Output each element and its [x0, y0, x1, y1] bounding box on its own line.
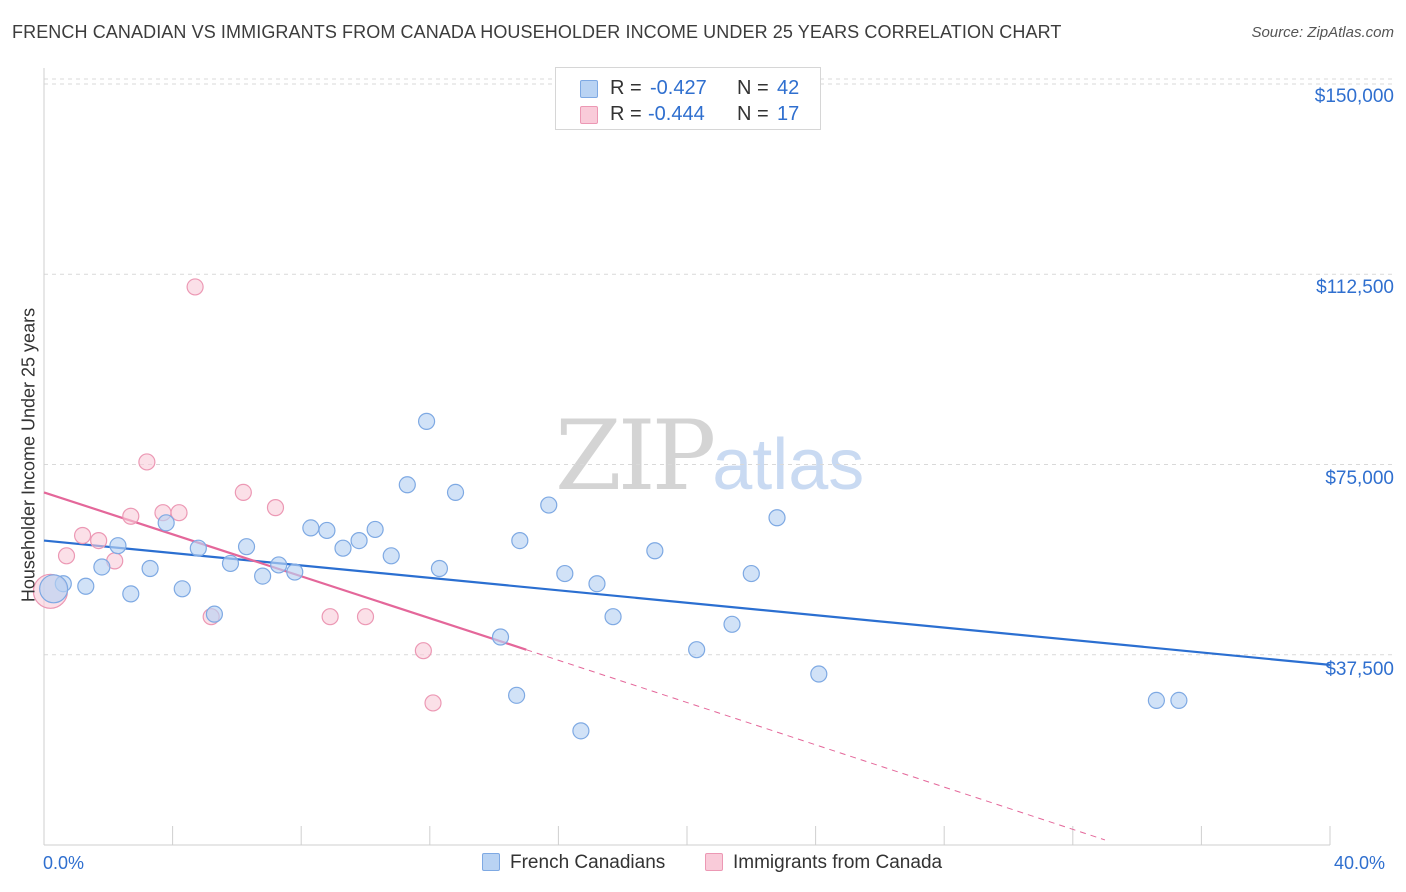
data-point-immigrants — [138, 453, 156, 471]
data-point-french-canadians — [588, 575, 606, 593]
axes — [43, 68, 1331, 846]
grid-lines — [44, 78, 1395, 656]
data-point-french-canadians — [382, 547, 400, 565]
data-point-french-canadians — [205, 605, 223, 623]
legend-n-value: 42 — [777, 77, 800, 99]
data-point-french-canadians — [141, 559, 159, 578]
bottom-legend-swatch-blue — [482, 853, 500, 871]
trend-line-immigrants — [43, 491, 527, 651]
data-point-french-canadians — [604, 608, 622, 626]
legend-n-label: N = — [737, 103, 769, 125]
data-point-french-canadians — [109, 537, 127, 555]
y-tick-label: $150,000 — [1314, 86, 1394, 107]
data-point-french-canadians — [688, 641, 706, 659]
correlation-legend: R = -0.427 N = 42 R = -0.444 N = 17 — [555, 67, 821, 130]
legend-r-label: R = — [610, 77, 642, 99]
data-point-french-canadians — [1170, 691, 1188, 710]
data-point-french-canadians — [270, 556, 288, 574]
data-point-immigrants — [90, 531, 108, 550]
legend-n-value: 17 — [777, 103, 800, 125]
y-tick-label: $37,500 — [1325, 659, 1394, 680]
y-tick-label: $112,500 — [1316, 277, 1394, 298]
data-point-french-canadians — [189, 539, 207, 557]
data-point-french-canadians — [122, 585, 140, 603]
legend-r-value: -0.444 — [648, 103, 705, 125]
data-point-french-canadians — [446, 483, 465, 501]
data-point-french-canadians — [173, 580, 191, 598]
data-point-immigrants — [234, 483, 252, 501]
data-point-french-canadians — [302, 519, 320, 537]
data-point-immigrants — [57, 547, 76, 565]
data-point-french-canadians — [810, 665, 828, 683]
data-point-french-canadians — [491, 628, 510, 646]
data-point-french-canadians — [742, 564, 760, 583]
data-point-french-canadians — [77, 577, 95, 595]
data-point-french-canadians — [723, 615, 741, 633]
data-point-french-canadians — [417, 412, 436, 430]
data-point-immigrants — [170, 504, 188, 522]
y-axis-label: Householder Income Under 25 years — [18, 307, 39, 603]
data-point-french-canadians — [646, 542, 664, 560]
data-point-french-canadians — [221, 554, 240, 573]
data-point-french-canadians — [350, 531, 368, 550]
data-point-french-canadians — [398, 476, 416, 494]
data-point-french-canadians — [334, 539, 352, 557]
trend-lines — [43, 491, 1331, 841]
legend-r-label: R = — [610, 103, 642, 125]
chart-title: FRENCH CANADIAN VS IMMIGRANTS FROM CANAD… — [12, 22, 1062, 42]
data-point-french-canadians — [93, 558, 111, 576]
bottom-legend-french-canadians: French Canadians — [482, 852, 665, 874]
data-point-french-canadians — [430, 559, 449, 578]
data-points — [32, 278, 1188, 740]
legend-n-label: N = — [737, 77, 769, 99]
legend-r-value: -0.427 — [650, 77, 707, 99]
data-point-immigrants — [424, 694, 442, 712]
data-point-french-canadians — [540, 496, 558, 514]
data-point-french-canadians — [366, 520, 384, 539]
bottom-legend-swatch-pink — [705, 853, 723, 871]
legend-swatch-pink — [580, 106, 598, 124]
data-point-immigrants — [122, 507, 140, 525]
data-point-immigrants — [73, 526, 92, 545]
data-point-french-canadians — [511, 531, 529, 550]
data-point-french-canadians — [508, 686, 526, 704]
source-credit: Source: ZipAtlas.com — [1251, 24, 1394, 41]
y-tick-label: $75,000 — [1325, 468, 1394, 489]
bottom-legend-immigrants: Immigrants from Canada — [705, 852, 942, 874]
data-point-immigrants — [356, 608, 375, 626]
data-point-french-canadians — [1147, 691, 1165, 710]
data-point-french-canadians — [556, 564, 574, 583]
data-point-immigrants — [266, 499, 285, 517]
data-point-immigrants — [186, 278, 204, 296]
data-point-french-canadians — [572, 722, 590, 740]
x-tick-label-max: 40.0% — [1334, 853, 1386, 873]
bottom-legend-label: French Canadians — [510, 852, 666, 873]
data-point-french-canadians — [39, 574, 69, 604]
data-point-french-canadians — [157, 514, 175, 532]
trend-line-immigrants-extension — [526, 649, 1106, 841]
data-point-french-canadians — [254, 567, 272, 585]
data-point-immigrants — [414, 642, 432, 660]
legend-swatch-blue — [580, 80, 598, 98]
data-point-french-canadians — [286, 563, 304, 581]
data-point-immigrants — [321, 608, 339, 626]
data-point-french-canadians — [318, 521, 336, 540]
data-point-french-canadians — [768, 509, 786, 527]
x-tick-label-min: 0.0% — [43, 853, 85, 873]
bottom-legend-label: Immigrants from Canada — [733, 852, 943, 873]
data-point-french-canadians — [237, 538, 256, 556]
